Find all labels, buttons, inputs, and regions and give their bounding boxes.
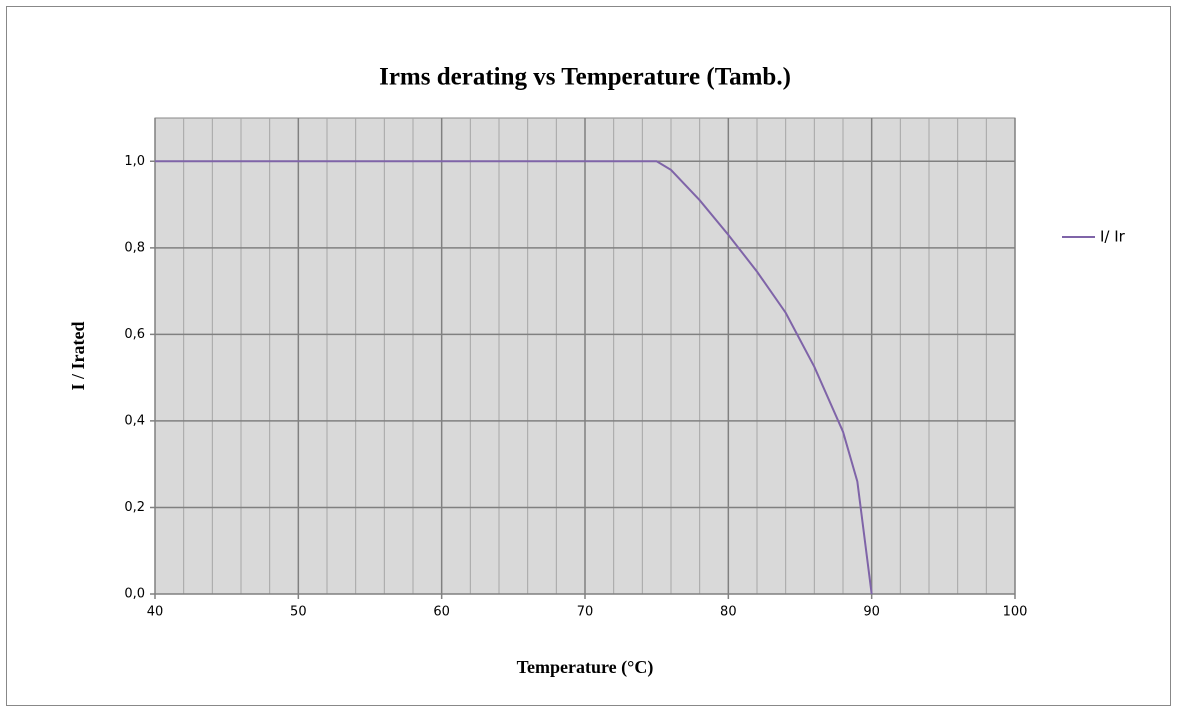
x-tick-label: 90 [863,605,880,620]
x-tick-label: 80 [720,605,737,620]
x-tick-label: 100 [1003,605,1028,620]
y-axis-label: I / Irated [68,322,88,391]
y-tick-label: 1,0 [124,154,145,169]
chart-title: Irms derating vs Temperature (Tamb.) [379,64,791,91]
y-tick-label: 0,0 [124,587,145,602]
legend-label: I/ Ir [1100,228,1126,246]
x-tick-label: 40 [147,605,164,620]
x-tick-label: 60 [433,605,450,620]
x-tick-label: 70 [577,605,594,620]
x-tick-label: 50 [290,605,307,620]
x-axis-label: Temperature (°C) [517,657,654,678]
y-tick-label: 0,4 [124,413,145,428]
data-line [155,160,873,595]
y-tick-label: 0,8 [124,240,145,255]
y-tick-label: 0,6 [124,327,145,342]
y-tick-label: 0,2 [124,500,145,515]
